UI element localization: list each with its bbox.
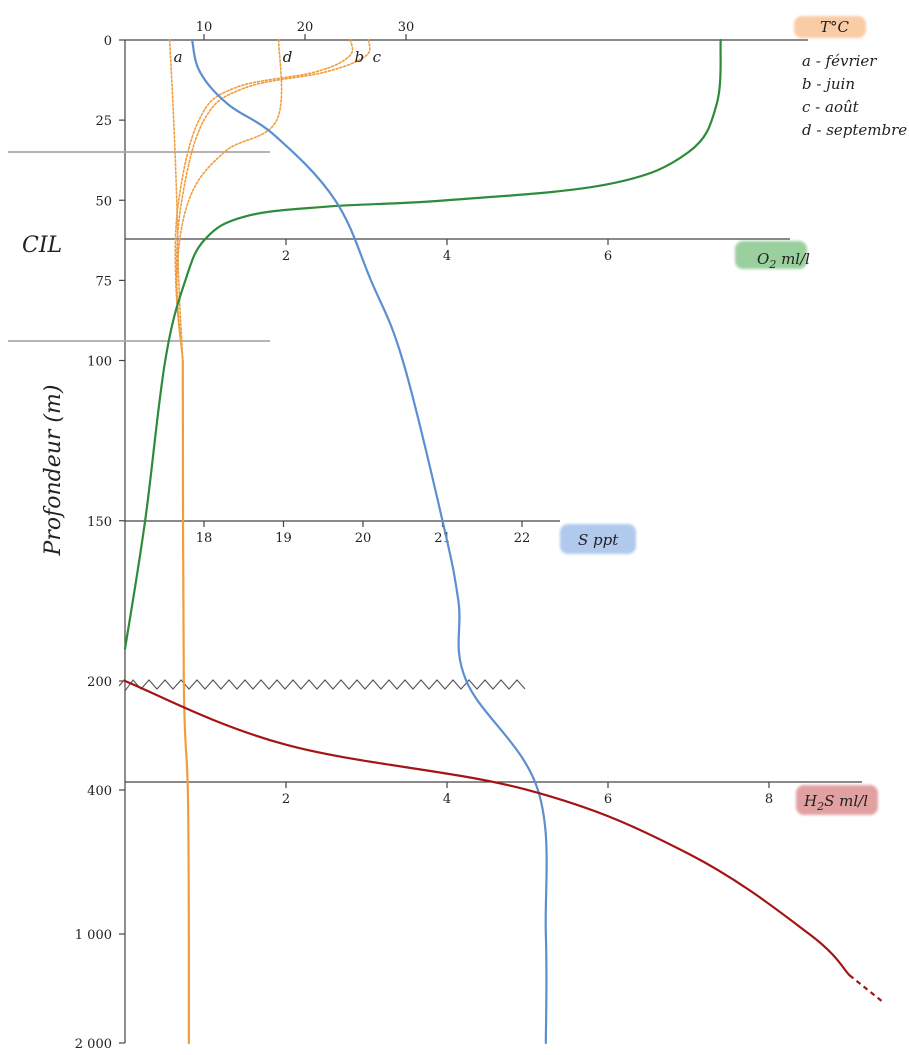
- oxygen-unit-tag: O2 ml/l: [735, 241, 810, 271]
- h2s-highlight: [796, 785, 878, 815]
- salinity-tick-label: 22: [514, 531, 531, 546]
- h2s-unit-tag: H2S ml/l: [796, 785, 878, 815]
- oxygen-tick-label: 6: [604, 249, 612, 264]
- legend-entry-c: c - août: [802, 98, 860, 116]
- depth-ticks: 0 25 50 75 100 150 200 400 1 000 2 000: [75, 34, 125, 1052]
- h2s-unit-label: H2S ml/l: [803, 792, 868, 813]
- oxygen-tick-label: 4: [443, 249, 451, 264]
- salinity-unit-label: S ppt: [578, 531, 619, 549]
- h2s-tick-label: 8: [765, 792, 773, 807]
- depth-tick-label: 200: [87, 675, 112, 690]
- temperature-curve-label-c: c: [373, 48, 382, 66]
- axis-break-zigzag: [118, 677, 526, 693]
- temperature-curve-label-d: d: [283, 48, 293, 66]
- depth-tick-label: 1 000: [75, 928, 112, 943]
- depth-tick-label: 2 000: [75, 1037, 112, 1052]
- depth-tick-label: 0: [104, 34, 112, 49]
- temperature-unit-tag: T°C: [794, 16, 866, 38]
- temperature-tick-label: 20: [297, 20, 314, 35]
- series-temp-d: [175, 39, 283, 362]
- temperature-legend: a - février b - juin c - août d - septembre: [802, 52, 907, 139]
- h2s-tick-label: 6: [604, 792, 612, 807]
- series-temp-deep: [181, 359, 191, 1045]
- h2s-ticks: 2 4 6 8: [282, 782, 773, 807]
- cil-label: CIL: [22, 233, 62, 258]
- salinity-unit-tag: S ppt: [560, 524, 636, 554]
- series-temp-b: [174, 39, 354, 362]
- salinity-tick-label: 20: [355, 531, 372, 546]
- series-temp-a: [168, 39, 184, 362]
- depth-axis-label: Profondeur (m): [41, 385, 66, 557]
- salinity-highlight: [560, 524, 636, 554]
- temperature-curve-label-a: a: [174, 48, 183, 66]
- temperature-highlight: [794, 16, 866, 38]
- series-h2s-extrapolated: [848, 974, 886, 1005]
- legend-entry-d: d - septembre: [802, 121, 907, 139]
- salinity-ticks: 18 19 20 21 22: [196, 521, 531, 546]
- oxygen-ticks: 2 4 6: [282, 239, 612, 264]
- series-temp-c: [175, 39, 371, 362]
- depth-tick-label: 150: [87, 515, 112, 530]
- legend-entry-b: b - juin: [802, 75, 855, 93]
- temperature-ticks: 10 20 30: [196, 20, 415, 40]
- legend-entry-a: a - février: [802, 52, 877, 70]
- axis-break: [118, 677, 526, 693]
- series-salinity: [190, 38, 548, 1045]
- h2s-tick-label: 4: [443, 792, 451, 807]
- depth-tick-label: 100: [87, 355, 112, 370]
- depth-tick-label: 75: [95, 274, 112, 289]
- series-oxygen: [123, 38, 722, 651]
- depth-tick-label: 25: [95, 114, 112, 129]
- h2s-tick-label: 2: [282, 792, 290, 807]
- depth-tick-label: 50: [95, 194, 112, 209]
- depth-tick-label: 400: [87, 784, 112, 799]
- oxygen-tick-label: 2: [282, 249, 290, 264]
- series-h2s: [123, 679, 851, 977]
- salinity-tick-label: 19: [275, 531, 292, 546]
- temperature-curve-label-b: b: [354, 48, 364, 66]
- temperature-tick-label: 30: [398, 20, 415, 35]
- salinity-tick-label: 18: [196, 531, 213, 546]
- series-group: [123, 38, 886, 1045]
- temperature-unit-label: T°C: [820, 18, 850, 36]
- temperature-tick-label: 10: [196, 20, 213, 35]
- oxygen-unit-label: O2 ml/l: [757, 250, 810, 271]
- oxygen-highlight: [735, 241, 807, 269]
